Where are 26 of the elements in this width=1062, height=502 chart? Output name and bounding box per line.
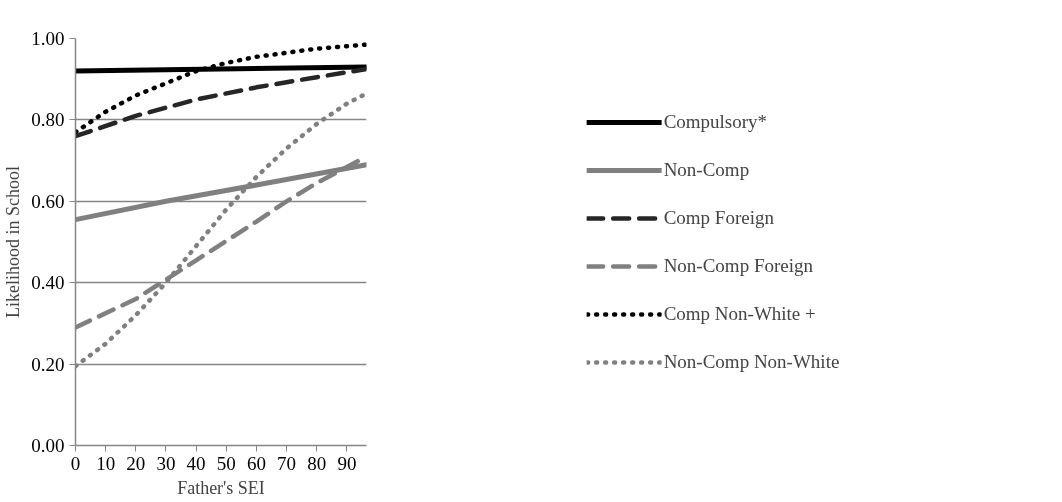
line-series xyxy=(75,42,367,135)
y-tick-label: 0.80 xyxy=(31,109,65,131)
legend-label: Non-Comp Foreign xyxy=(663,254,813,277)
x-tick-label: 0 xyxy=(70,452,81,474)
x-tick-label: 60 xyxy=(246,452,266,474)
x-tick-label: 70 xyxy=(277,452,297,474)
x-tick-label: 50 xyxy=(216,452,236,474)
legend-label: Non-Comp Non-White xyxy=(663,350,840,373)
legend-label: Comp Foreign xyxy=(663,206,774,229)
x-axis-title: Father's SEI xyxy=(177,477,265,498)
y-tick-label: 0.20 xyxy=(31,353,65,375)
y-tick-label: 0.00 xyxy=(31,435,65,456)
x-tick-label: 90 xyxy=(337,452,357,474)
legend-label: Compulsory* xyxy=(663,110,768,133)
x-tick-label: 40 xyxy=(186,452,206,474)
y-tick-label: 0.60 xyxy=(31,190,65,212)
x-tick-label: 20 xyxy=(126,452,146,474)
legend-label: Comp Non-White + xyxy=(663,302,816,325)
y-tick-label: 0.40 xyxy=(31,272,65,294)
x-tick-label: 10 xyxy=(96,452,116,474)
y-tick-label: 1.00 xyxy=(31,28,65,49)
legend-label: Non-Comp xyxy=(663,158,750,181)
line-series xyxy=(75,66,367,139)
y-axis-title: Likelihood in School xyxy=(3,165,24,318)
x-tick-label: 30 xyxy=(156,452,176,474)
x-tick-label: 80 xyxy=(307,452,327,474)
